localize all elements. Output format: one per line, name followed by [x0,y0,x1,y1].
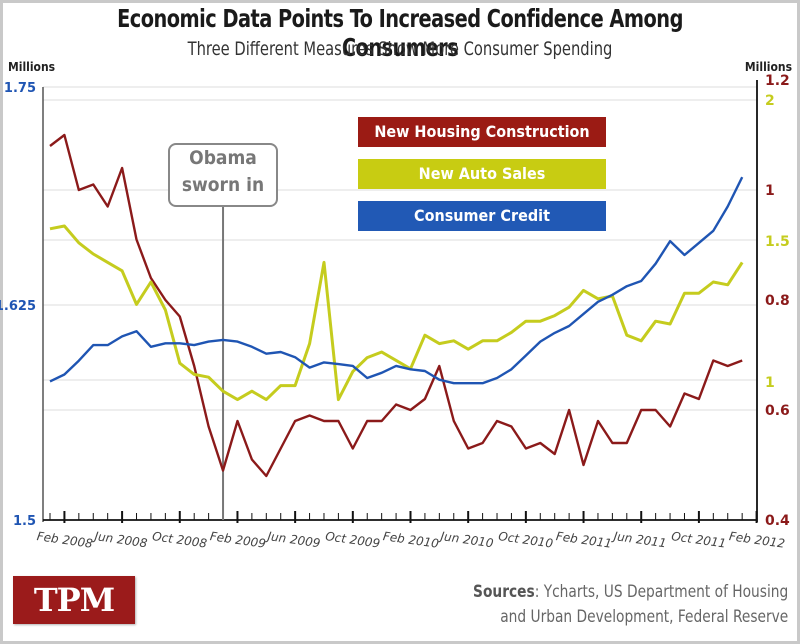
chart-subtitle: Three Different Measures Show More Consu… [187,38,613,60]
legend-housing: New Housing Construction [358,117,606,147]
x-tick-label: Jun 2010 [438,529,495,551]
x-tick-label: Jun 2009 [265,529,322,551]
annotation-line2: sworn in [181,174,265,196]
tpm-logo: TPM [13,576,135,624]
chart-title: Economic Data Points To Increased Confid… [117,4,683,62]
housing-line [49,133,743,478]
consumer-credit-line [49,176,744,385]
x-tick-label: Oct 2011 [670,529,727,551]
x-tick-label: Feb 2009 [209,529,267,551]
sources-label: Sources [472,582,535,602]
x-tick-label: Feb 2010 [382,529,440,551]
x-tick-label: Jun 2011 [611,529,668,551]
right-auto-tick-label: 1 [765,375,775,391]
x-tick-label: Feb 2012 [728,529,786,551]
sources-line1: : Ycharts, US Department of Housing [534,582,788,602]
x-tick-label: Oct 2009 [324,529,381,551]
x-tick-label: Feb 2011 [555,529,613,551]
right-housing-tick-label: 0.6 [765,403,790,419]
sources-note: Sources: Ycharts, US Department of Housi… [473,580,788,630]
annotation-line1: Obama [189,147,257,169]
legend-credit: Consumer Credit [358,201,606,231]
right-housing-tick-label: 1.2 [765,73,790,89]
left-tick-label: 1.625 [0,299,36,314]
x-tick-label: Oct 2008 [151,529,208,551]
left-tick-label: 1.75 [4,81,36,96]
left-axis-unit: Millions [8,60,56,74]
x-tick-label: Oct 2010 [497,529,554,551]
legend-auto: New Auto Sales [358,159,606,189]
right-housing-tick-label: 1 [765,183,775,199]
right-auto-tick-label: 1.5 [765,234,790,250]
right-axis-unit: Millions [744,60,792,74]
sources-line2: and Urban Development, Federal Reserve [499,607,788,627]
right-housing-tick-label: 0.4 [765,513,790,529]
x-tick-label: Jun 2008 [92,529,149,551]
obama-annotation: Obama sworn in [168,143,278,207]
right-auto-tick-label: 2 [765,93,775,109]
x-tick-label: Feb 2008 [36,529,94,551]
auto-sales-line [49,224,744,402]
left-tick-label: 1.5 [13,514,36,529]
right-housing-tick-label: 0.8 [765,293,790,309]
